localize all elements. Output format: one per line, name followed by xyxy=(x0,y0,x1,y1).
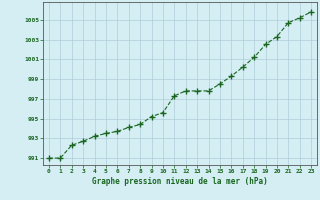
X-axis label: Graphe pression niveau de la mer (hPa): Graphe pression niveau de la mer (hPa) xyxy=(92,177,268,186)
